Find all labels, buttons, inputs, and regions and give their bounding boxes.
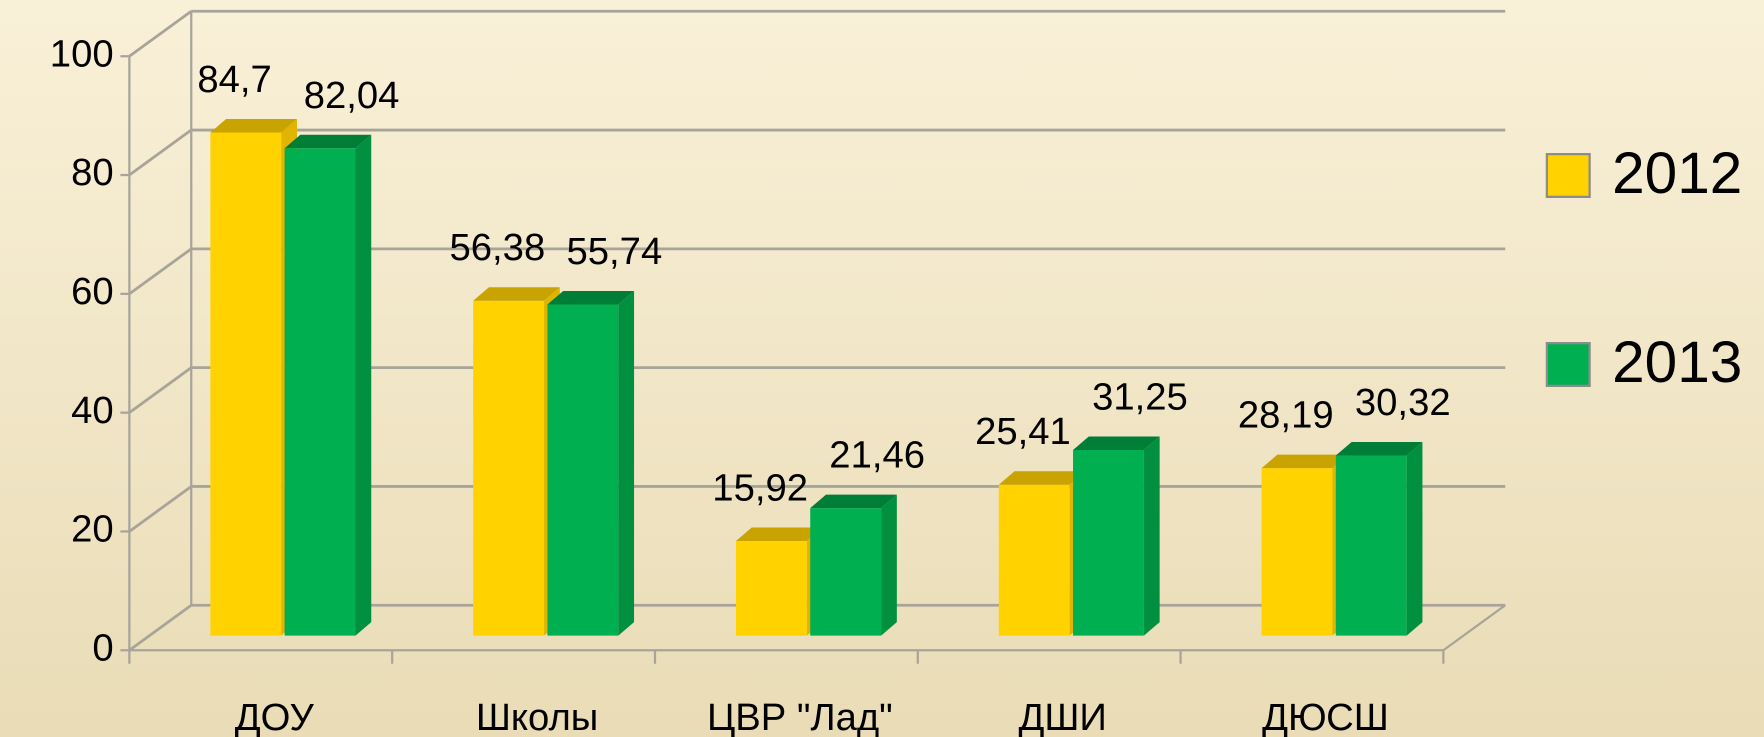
bar [473, 287, 560, 636]
legend-label: 2013 [1612, 330, 1742, 395]
bar-side [1406, 442, 1423, 636]
bar-front [735, 541, 807, 636]
bar-front [547, 304, 619, 636]
y-tick-label: 60 [71, 270, 114, 313]
value-label: 31,25 [1092, 375, 1188, 418]
value-label: 30,32 [1355, 381, 1451, 424]
bar-front [284, 148, 356, 636]
y-tick-label: 20 [71, 508, 114, 551]
value-label: 55,74 [567, 230, 663, 273]
bar-top [1335, 442, 1423, 456]
bar-top [1073, 436, 1160, 450]
bar [1073, 436, 1160, 636]
bar-side [1143, 436, 1160, 636]
bar-top [735, 527, 823, 542]
x-tick-label: ДШИ [1018, 696, 1106, 737]
bar-front [998, 484, 1070, 636]
plot: 0 20 40 60 80 100 ДОУ 84,7 82,04 Школы 56,38 55,74 Ц… [50, 9, 1742, 737]
bar [547, 291, 635, 636]
y-tick-label: 80 [71, 151, 114, 194]
bar-front [473, 300, 545, 636]
bar-top [998, 471, 1086, 485]
bar-top [1261, 454, 1349, 469]
value-label: 28,19 [1238, 394, 1334, 437]
value-label: 84,7 [197, 58, 271, 101]
bar-front [1073, 450, 1144, 636]
bar-top [210, 119, 297, 133]
bar [810, 494, 897, 636]
grid-diagonal [128, 247, 193, 295]
grid-diagonal [128, 128, 193, 177]
legend-swatch [1545, 342, 1591, 387]
bar [998, 471, 1086, 636]
bar [735, 527, 823, 636]
x-tick-label: Школы [476, 696, 598, 737]
x-tick-label: ДЮСШ [1262, 696, 1389, 737]
value-label: 56,38 [450, 226, 546, 269]
x-tick-label: ДОУ [235, 696, 315, 737]
grid-diagonal [128, 604, 193, 652]
grid-diagonal [128, 10, 193, 58]
bar-side [881, 494, 897, 636]
grid-diagonal [128, 366, 193, 414]
x-tick-label: ЦВР "Лад" [707, 696, 893, 737]
bar-top [284, 134, 372, 149]
y-tick-label: 100 [50, 32, 114, 75]
value-label: 15,92 [712, 467, 808, 510]
bar-top [473, 287, 560, 301]
bar [1335, 442, 1423, 636]
legend-label: 2012 [1612, 141, 1742, 206]
bar-front [810, 508, 882, 636]
floor-side [1442, 604, 1506, 652]
y-tick-label: 40 [71, 389, 114, 432]
bar-side [618, 291, 635, 636]
bar [284, 134, 372, 636]
bar-front [1335, 455, 1407, 636]
bar [1261, 454, 1349, 636]
value-label: 21,46 [829, 434, 925, 477]
bar-front [1261, 468, 1333, 636]
grid-diagonal [128, 485, 193, 533]
legend-swatch [1545, 153, 1591, 198]
bar-top [547, 291, 635, 305]
value-label: 25,41 [975, 410, 1071, 453]
value-label: 82,04 [304, 74, 400, 117]
bar-top [810, 494, 897, 509]
y-tick-label: 0 [92, 626, 113, 669]
bar-side [355, 134, 372, 636]
bar-front [210, 132, 282, 636]
bar [210, 119, 297, 636]
